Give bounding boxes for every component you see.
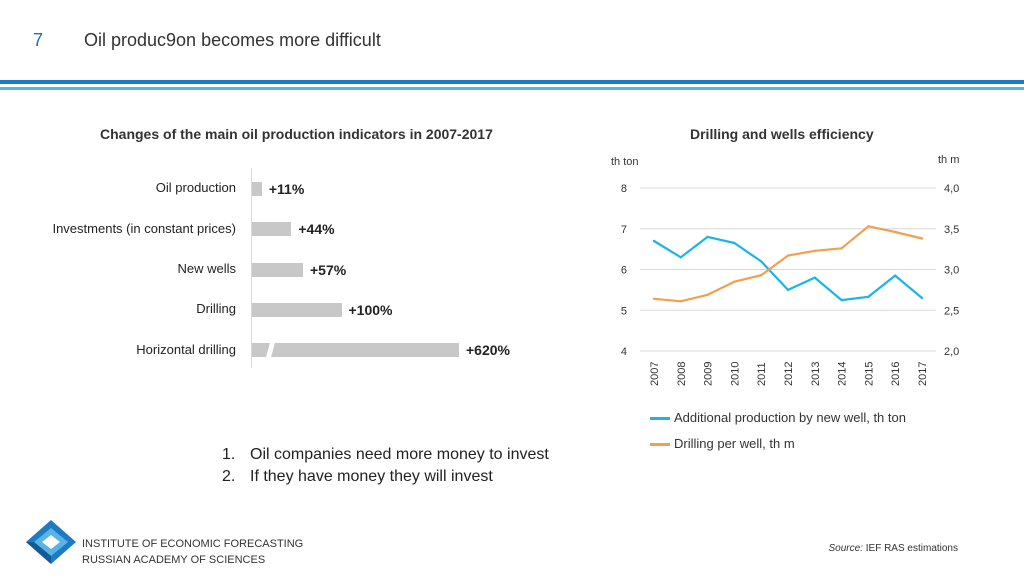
key-point-number: 2. [222, 468, 236, 485]
data-point-production [813, 276, 816, 279]
bar-value-horizontal-drilling: +620% [466, 342, 510, 358]
y-tick-label-right: 3,5 [944, 224, 959, 236]
data-point-drilling [867, 225, 870, 228]
key-point-text: Oil companies need more money to invest [250, 446, 549, 463]
x-tick-label: 2011 [756, 362, 768, 386]
bar-new-wells [252, 263, 303, 277]
legend-label-drilling: Drilling per well, th m [674, 436, 795, 451]
slide-title: Oil produc9on becomes more difficult [84, 30, 381, 50]
y-axis-label-right: th m [938, 154, 959, 166]
key-points-list: 1. Oil companies need more money to inves… [222, 444, 549, 488]
data-point-drilling [786, 254, 790, 257]
legend-swatch-blue [650, 417, 670, 421]
x-tick-label: 2012 [783, 362, 795, 386]
data-point-drilling [706, 293, 709, 296]
legend-item-drilling: Drilling per well, th m [650, 436, 795, 451]
x-tick-label: 2013 [810, 362, 822, 386]
bar-value-oil-production: +11% [268, 181, 305, 197]
bar-chart-title: Changes of the main oil production indic… [100, 126, 493, 142]
source-note: Source: IEF RAS estimations [829, 543, 959, 554]
bar-label-oil-production: Oil production [155, 180, 236, 195]
footer-org-line2: RUSSIAN ACADEMY OF SCIENCES [82, 554, 266, 566]
key-point: 2. If they have money they will invest [222, 466, 549, 488]
legend-item-production: Additional production by new well, th to… [650, 410, 906, 425]
data-point-drilling [733, 280, 736, 283]
data-point-production [652, 239, 656, 243]
legend-label-production: Additional production by new well, th to… [674, 410, 906, 425]
bar-label-drilling: Drilling [196, 301, 236, 316]
header-rule-light [0, 87, 1024, 90]
x-tick-label: 2017 [917, 362, 929, 386]
key-point-text: If they have money they will invest [250, 468, 493, 485]
slide-number: 7 [33, 30, 44, 50]
bar-value-new-wells: +57% [310, 262, 347, 278]
footer-org-line1: INSTITUTE OF ECONOMIC FORECASTING [82, 538, 304, 550]
y-tick-label-right: 2,0 [944, 346, 959, 358]
y-tick-label-left: 8 [621, 183, 627, 195]
bar-oil-production [252, 182, 262, 196]
bar-value-investments: +44% [298, 221, 335, 237]
key-point-number: 1. [222, 446, 236, 463]
source-label: Source: [828, 543, 863, 554]
data-point-drilling [760, 274, 763, 277]
x-tick-label: 2016 [890, 362, 902, 386]
x-tick-label: 2010 [729, 362, 741, 386]
line-chart-title: Drilling and wells efficiency [690, 126, 874, 142]
source-text: IEF RAS estimations [862, 543, 958, 554]
legend-swatch-orange [650, 443, 670, 447]
y-tick-label-left: 7 [621, 224, 627, 236]
line-chart: 8 7 6 5 4 4,0 3,5 3,0 2,5 2,0 th ton th m 2007 2008 20… [611, 154, 959, 386]
data-point-production [760, 260, 763, 263]
data-point-drilling [894, 230, 897, 234]
data-point-production [786, 288, 790, 292]
data-point-production [679, 256, 682, 259]
y-tick-label-right: 3,0 [944, 265, 959, 277]
y-tick-label-left: 4 [621, 346, 627, 358]
bar-label-horizontal-drilling: Horizontal drilling [136, 342, 236, 357]
data-point-production [840, 298, 843, 302]
data-point-production [894, 274, 897, 277]
x-tick-label: 2009 [703, 362, 715, 386]
x-tick-label: 2014 [837, 362, 849, 386]
bar-drilling [252, 303, 342, 317]
key-point: 1. Oil companies need more money to inves… [222, 444, 549, 466]
bar-horizontal-drilling [252, 343, 459, 357]
bar-investments [252, 222, 292, 236]
y-tick-label-right: 2,5 [944, 305, 959, 317]
header-rule-dark [0, 80, 1024, 84]
y-axis-label-left: th ton [611, 156, 639, 168]
x-tick-label: 2015 [863, 362, 875, 386]
x-tick-label: 2008 [676, 362, 688, 386]
data-point-drilling [920, 237, 924, 240]
institute-logo-icon [26, 520, 76, 564]
y-tick-label-left: 5 [621, 305, 627, 317]
data-point-production [920, 296, 924, 300]
data-point-drilling [813, 249, 816, 252]
y-tick-label-left: 6 [621, 265, 627, 277]
data-point-production [867, 295, 870, 298]
y-tick-label-right: 4,0 [944, 183, 959, 195]
bar-label-investments: Investments (in constant prices) [52, 221, 236, 236]
bar-value-drilling: +100% [348, 302, 393, 318]
footer-organization: INSTITUTE OF ECONOMIC FORECASTING RUSSIA… [82, 536, 303, 568]
data-point-production [706, 235, 709, 239]
x-tick-label: 2007 [649, 362, 661, 386]
bar-label-new-wells: New wells [177, 261, 236, 276]
data-point-drilling [679, 300, 682, 303]
data-point-production [733, 241, 736, 245]
data-point-drilling [840, 247, 843, 250]
data-point-drilling [652, 297, 656, 300]
bar-chart-axis [251, 168, 252, 368]
